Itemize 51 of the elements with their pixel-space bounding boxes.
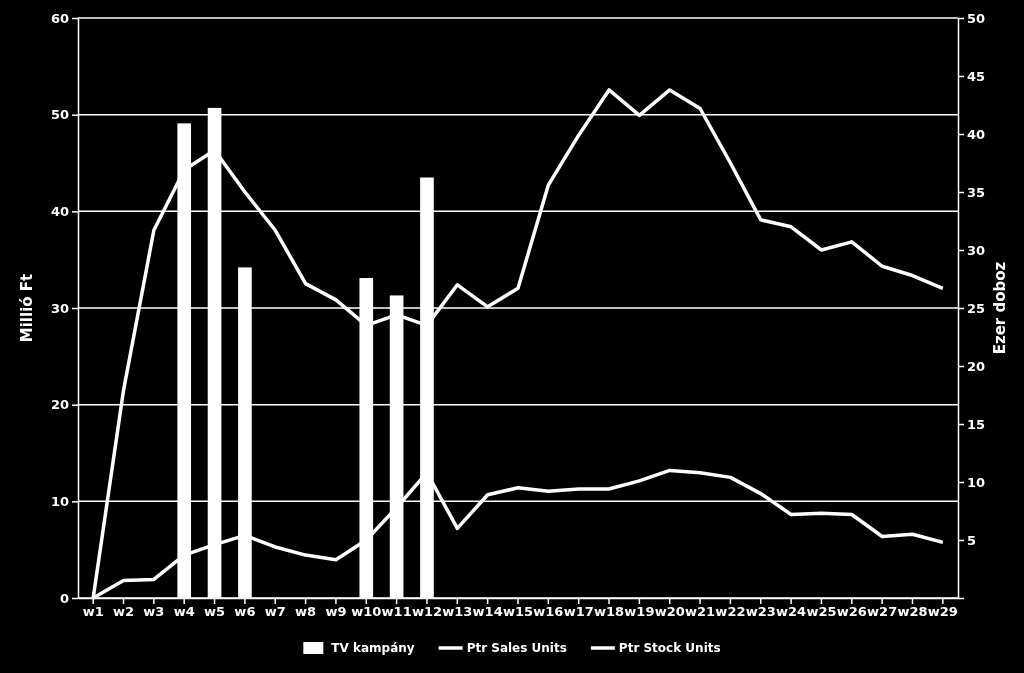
x-tick-label: w24	[776, 604, 807, 620]
x-tick-label: w23	[745, 604, 776, 620]
x-tick-label: w22	[715, 604, 746, 620]
x-tick-label: w11	[381, 604, 412, 620]
x-tick-label: w16	[533, 604, 564, 620]
x-tick-label: w1	[82, 604, 104, 620]
y2-tick-label: 5	[967, 532, 977, 548]
x-tick-label: w15	[502, 604, 534, 620]
y-tick-label: 0	[59, 590, 69, 606]
x-tick-label: w10	[351, 604, 382, 620]
y2-tick-label: 40	[967, 126, 986, 142]
y2-tick-label: 45	[967, 68, 986, 84]
x-tick-label: w17	[563, 604, 594, 620]
x-tick-label: w27	[867, 604, 898, 620]
y2-tick-label: 35	[967, 184, 986, 200]
y-tick-label: 50	[50, 107, 69, 123]
x-tick-label: w4	[173, 604, 195, 620]
y-tick-label: 40	[50, 203, 69, 219]
y2-tick-label: 25	[967, 300, 986, 316]
y2-tick-label: 20	[967, 358, 986, 374]
y-tick-label: 20	[50, 397, 69, 413]
y2-tick-label: 15	[967, 416, 986, 432]
legend-label: Ptr Sales Units	[466, 641, 567, 655]
x-tick-label: w6	[234, 604, 256, 620]
y2-tick-label: 30	[967, 242, 986, 258]
y2-tick-label: 50	[967, 10, 986, 26]
x-tick-label: w18	[593, 604, 625, 620]
x-tick-label: w26	[836, 604, 867, 620]
x-tick-label: w12	[411, 604, 443, 620]
y-axis-title: Millió Ft	[18, 273, 36, 343]
x-tick-label: w13	[442, 604, 473, 620]
x-tick-label: w21	[685, 604, 716, 620]
y-tick-label: 30	[50, 300, 69, 316]
x-tick-label: w20	[654, 604, 685, 620]
x-tick-label: w9	[325, 604, 347, 620]
x-tick-label: w2	[112, 604, 135, 620]
y2-tick-label: 10	[967, 474, 986, 490]
x-tick-label: w19	[624, 604, 655, 620]
x-tick-label: w14	[472, 604, 503, 620]
x-tick-label: w25	[806, 604, 837, 620]
x-tick-label: w29	[927, 604, 958, 620]
y-tick-label: 60	[50, 10, 69, 26]
x-tick-label: w5	[204, 604, 226, 620]
y-tick-label: 10	[50, 493, 69, 509]
legend-label: Ptr Stock Units	[618, 641, 721, 655]
legend-label: TV kampány	[331, 641, 415, 655]
x-tick-label: w3	[143, 604, 165, 620]
x-tick-label: w8	[295, 604, 317, 620]
x-tick-label: w7	[264, 604, 286, 620]
x-tick-label: w28	[897, 604, 928, 620]
y2-axis-title: Ezer doboz	[991, 261, 1009, 355]
